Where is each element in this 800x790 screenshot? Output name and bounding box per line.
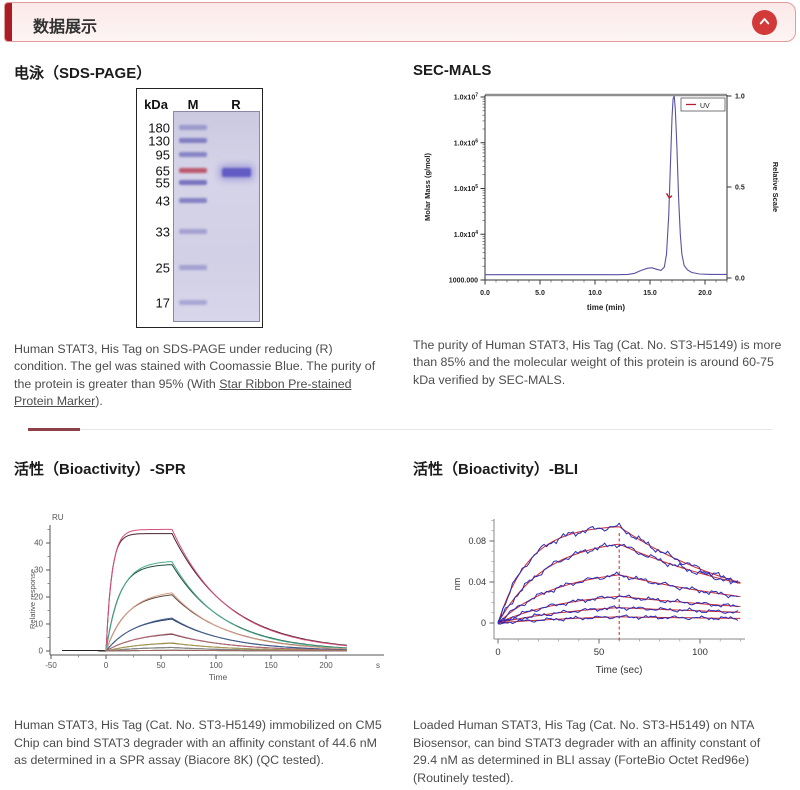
caption-text: ). — [95, 394, 103, 409]
gel-marker-label: 43 — [155, 193, 170, 209]
gel-marker-label: 25 — [155, 260, 170, 276]
svg-text:40: 40 — [34, 539, 43, 548]
svg-text:0.08: 0.08 — [468, 536, 486, 546]
svg-text:RU: RU — [52, 513, 64, 522]
svg-text:Relative Scale: Relative Scale — [771, 162, 780, 212]
svg-text:Time (sec): Time (sec) — [596, 665, 643, 676]
gel-column-label: R — [231, 97, 241, 112]
svg-text:0.04: 0.04 — [468, 577, 486, 587]
gel-column-label: kDa — [144, 97, 168, 112]
gel-marker-band — [179, 152, 207, 157]
gel-marker-label: 95 — [155, 147, 170, 163]
divider-line — [80, 429, 772, 431]
svg-text:time (min): time (min) — [587, 303, 626, 312]
page-title: 数据展示 — [33, 19, 98, 36]
header-accent-bar — [5, 3, 12, 41]
svg-text:0.0: 0.0 — [735, 276, 745, 283]
gel-marker-band — [179, 229, 207, 234]
svg-text:Relative response: Relative response — [28, 569, 37, 629]
svg-text:-50: -50 — [45, 661, 57, 670]
svg-text:nm: nm — [452, 578, 462, 591]
sec-mals-panel: SEC-MALS 1.0x107 1.0x106 1.0x105 1.0x104 100… — [413, 42, 786, 410]
gel-marker-label: 33 — [155, 224, 170, 240]
svg-text:1000.000: 1000.000 — [449, 278, 478, 285]
bli-title: 活性（Bioactivity）-BLI — [413, 461, 579, 479]
svg-text:0.0: 0.0 — [480, 290, 490, 297]
sec-mals-chart: 1.0x107 1.0x106 1.0x105 1.0x104 1000.000 1.0 0… — [417, 87, 789, 324]
svg-text:10: 10 — [34, 620, 43, 629]
svg-text:0: 0 — [481, 618, 486, 628]
gel-marker-band — [179, 138, 207, 143]
gel-column-label: M — [187, 97, 199, 112]
spr-title: 活性（Bioactivity）-SPR — [14, 461, 186, 479]
svg-text:0: 0 — [495, 647, 500, 658]
protein-marker-link[interactable]: Star Ribbon Pre-stained Protein Marker — [14, 376, 352, 409]
gel-lane-area — [173, 111, 260, 322]
svg-text:Molar Mass (g/mol): Molar Mass (g/mol) — [423, 153, 432, 221]
svg-text:0: 0 — [39, 647, 44, 656]
sds-page-caption: Human STAT3, His Tag on SDS-PAGE under r… — [14, 341, 387, 410]
section-divider — [28, 428, 772, 432]
svg-text:20.0: 20.0 — [698, 290, 712, 297]
sec-mals-legend: UV — [680, 97, 726, 112]
gel-sample-band — [222, 167, 251, 177]
svg-text:1.0: 1.0 — [735, 94, 745, 101]
svg-text:0: 0 — [104, 661, 109, 670]
svg-text:1.0x106: 1.0x106 — [454, 138, 478, 147]
svg-text:1.0x105: 1.0x105 — [454, 184, 478, 193]
section-header: 数据展示 — [4, 2, 796, 42]
svg-text:20: 20 — [34, 593, 43, 602]
gel-marker-band — [179, 168, 207, 173]
gel-marker-label: 55 — [155, 175, 170, 191]
caption-text: Human STAT3, His Tag on SDS-PAGE under r… — [14, 342, 376, 391]
gel-marker-band — [179, 125, 207, 130]
bli-chart: 0 0.04 0.08 0 50 100 nm Time (sec) — [437, 489, 787, 691]
bli-panel: 活性（Bioactivity）-BLI 0 0.04 0.08 0 50 100 nm Tim… — [413, 431, 786, 786]
gel-marker-label: 17 — [155, 295, 170, 311]
gel-marker-label: 180 — [148, 120, 170, 136]
spr-chart: -50 0 50 100 150 200 0 10 20 30 40 RU Relative respo… — [26, 507, 398, 689]
sds-page-panel: 电泳（SDS-PAGE） kDa M R 180 130 95 65 55 43 33 25 17 H… — [14, 42, 387, 410]
svg-text:s: s — [376, 661, 380, 670]
gel-marker-band — [179, 198, 207, 203]
svg-text:Time: Time — [209, 672, 228, 682]
sds-page-title: 电泳（SDS-PAGE） — [14, 65, 152, 82]
svg-text:50: 50 — [594, 647, 605, 658]
spr-panel: 活性（Bioactivity）-SPR -50 0 50 100 150 200 0 10 20… — [14, 431, 387, 786]
gel-marker-band — [179, 180, 207, 185]
gel-marker-label: 130 — [148, 133, 170, 149]
svg-text:10.0: 10.0 — [588, 290, 602, 297]
sec-mals-title: SEC-MALS — [413, 62, 492, 79]
svg-text:200: 200 — [319, 661, 333, 670]
svg-text:30: 30 — [34, 566, 43, 575]
svg-text:150: 150 — [264, 661, 278, 670]
svg-text:5.0: 5.0 — [535, 290, 545, 297]
svg-text:UV: UV — [700, 103, 710, 110]
sds-page-gel-image: kDa M R 180 130 95 65 55 43 33 25 17 — [136, 88, 263, 328]
svg-text:1.0x107: 1.0x107 — [454, 93, 478, 102]
svg-text:100: 100 — [692, 647, 708, 658]
gel-marker-band — [179, 300, 207, 305]
svg-text:1.0x104: 1.0x104 — [454, 230, 478, 239]
bli-caption: Loaded Human STAT3, His Tag (Cat. No. ST… — [413, 718, 761, 785]
svg-text:0.5: 0.5 — [735, 185, 745, 192]
spr-caption: Human STAT3, His Tag (Cat. No. ST3-H5149… — [14, 718, 382, 768]
svg-text:50: 50 — [157, 661, 166, 670]
gel-marker-label: 65 — [155, 163, 170, 179]
gel-marker-band — [179, 265, 207, 270]
svg-text:100: 100 — [209, 661, 223, 670]
chevron-up-icon — [757, 14, 772, 32]
sec-mals-caption: The purity of Human STAT3, His Tag (Cat.… — [413, 338, 782, 387]
scroll-top-button[interactable] — [752, 10, 777, 35]
svg-text:15.0: 15.0 — [643, 290, 657, 297]
divider-accent — [28, 428, 80, 432]
